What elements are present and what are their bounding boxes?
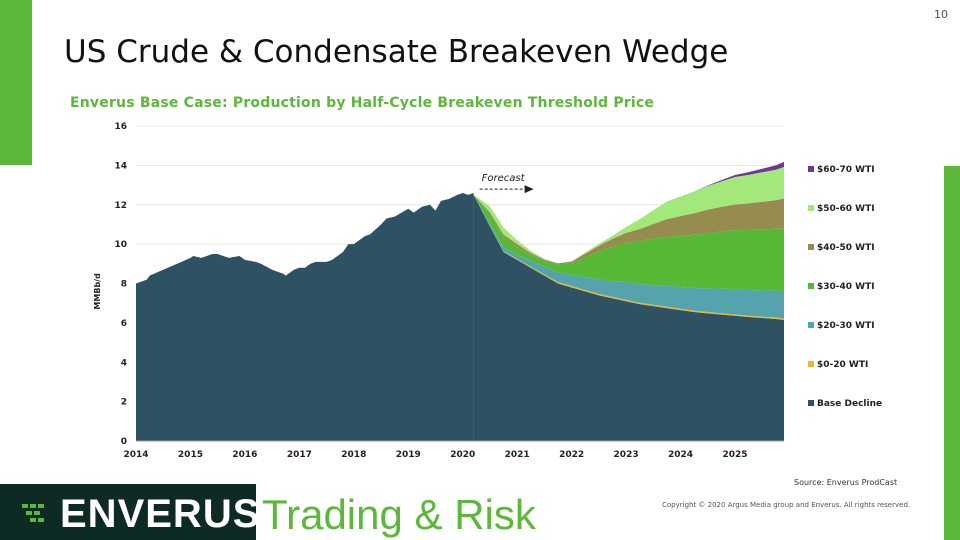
series-area-40-50-wti <box>473 194 784 265</box>
y-tick-label-0: 0 <box>121 437 127 447</box>
legend-label-base-decline: Base Decline <box>817 399 882 409</box>
x-tick-label-2015: 2015 <box>178 450 203 460</box>
forecast-annotation: Forecast <box>482 173 526 184</box>
legend-label-60-70-wti: $60-70 WTI <box>817 165 875 175</box>
series-area-base-decline-historical <box>136 192 474 441</box>
legend-swatch-base-decline <box>808 400 814 406</box>
x-tick-label-2021: 2021 <box>505 450 530 460</box>
series-area-base-decline <box>473 194 784 441</box>
legend-swatch-50-60-wti <box>808 205 814 211</box>
series-area-30-40-wti <box>473 194 784 291</box>
forecast-arrow-head <box>524 185 534 194</box>
x-tick-label-2018: 2018 <box>341 450 366 460</box>
x-tick-label-2023: 2023 <box>614 450 639 460</box>
x-tick-label-2017: 2017 <box>287 450 312 460</box>
y-tick-label-14: 14 <box>114 161 127 171</box>
x-tick-label-2022: 2022 <box>559 450 584 460</box>
series-area-60-70-wti <box>473 161 784 264</box>
source-note: Source: Enverus ProdCast <box>794 478 898 487</box>
copyright-note: Copyright © 2020 Argus Media group and E… <box>662 501 911 509</box>
legend-swatch-30-40-wti <box>808 283 814 289</box>
x-tick-label-2020: 2020 <box>450 450 475 460</box>
legend-label-30-40-wti: $30-40 WTI <box>817 282 875 292</box>
y-tick-label-2: 2 <box>121 398 127 408</box>
y-tick-label-8: 8 <box>121 280 127 290</box>
legend-label-40-50-wti: $40-50 WTI <box>817 243 875 253</box>
x-tick-label-2024: 2024 <box>668 450 693 460</box>
brand-logo-text: ENVERUS <box>60 492 261 536</box>
y-axis-label: MMBb/d <box>93 273 102 310</box>
y-tick-label-16: 16 <box>114 122 127 132</box>
legend-swatch-0-20-wti <box>808 361 814 367</box>
y-tick-label-6: 6 <box>121 319 127 329</box>
chart-title: Enverus Base Case: Production by Half-Cy… <box>70 95 655 111</box>
legend-swatch-20-30-wti <box>808 322 814 328</box>
right-accent-bar <box>944 166 960 540</box>
page-number: 10 <box>934 8 948 21</box>
logo-background <box>0 484 256 540</box>
y-tick-label-12: 12 <box>114 201 127 211</box>
y-tick-label-4: 4 <box>121 358 127 368</box>
legend-swatch-40-50-wti <box>808 244 814 250</box>
x-tick-label-2014: 2014 <box>123 450 148 460</box>
enverus-logo-icon <box>22 504 44 522</box>
legend-label-50-60-wti: $50-60 WTI <box>817 204 875 214</box>
x-tick-label-2016: 2016 <box>232 450 257 460</box>
slide-title: US Crude & Condensate Breakeven Wedge <box>64 34 729 70</box>
legend-label-0-20-wti: $0-20 WTI <box>817 360 868 370</box>
x-tick-label-2025: 2025 <box>722 450 747 460</box>
series-area-50-60-wti <box>473 166 784 264</box>
legend-label-20-30-wti: $20-30 WTI <box>817 321 875 331</box>
y-tick-label-10: 10 <box>114 240 127 250</box>
tagline-text: Trading & Risk <box>262 491 536 538</box>
left-accent-bar <box>0 0 32 165</box>
x-tick-label-2019: 2019 <box>396 450 421 460</box>
series-area-20-30-wti <box>473 194 784 319</box>
legend-swatch-60-70-wti <box>808 166 814 172</box>
